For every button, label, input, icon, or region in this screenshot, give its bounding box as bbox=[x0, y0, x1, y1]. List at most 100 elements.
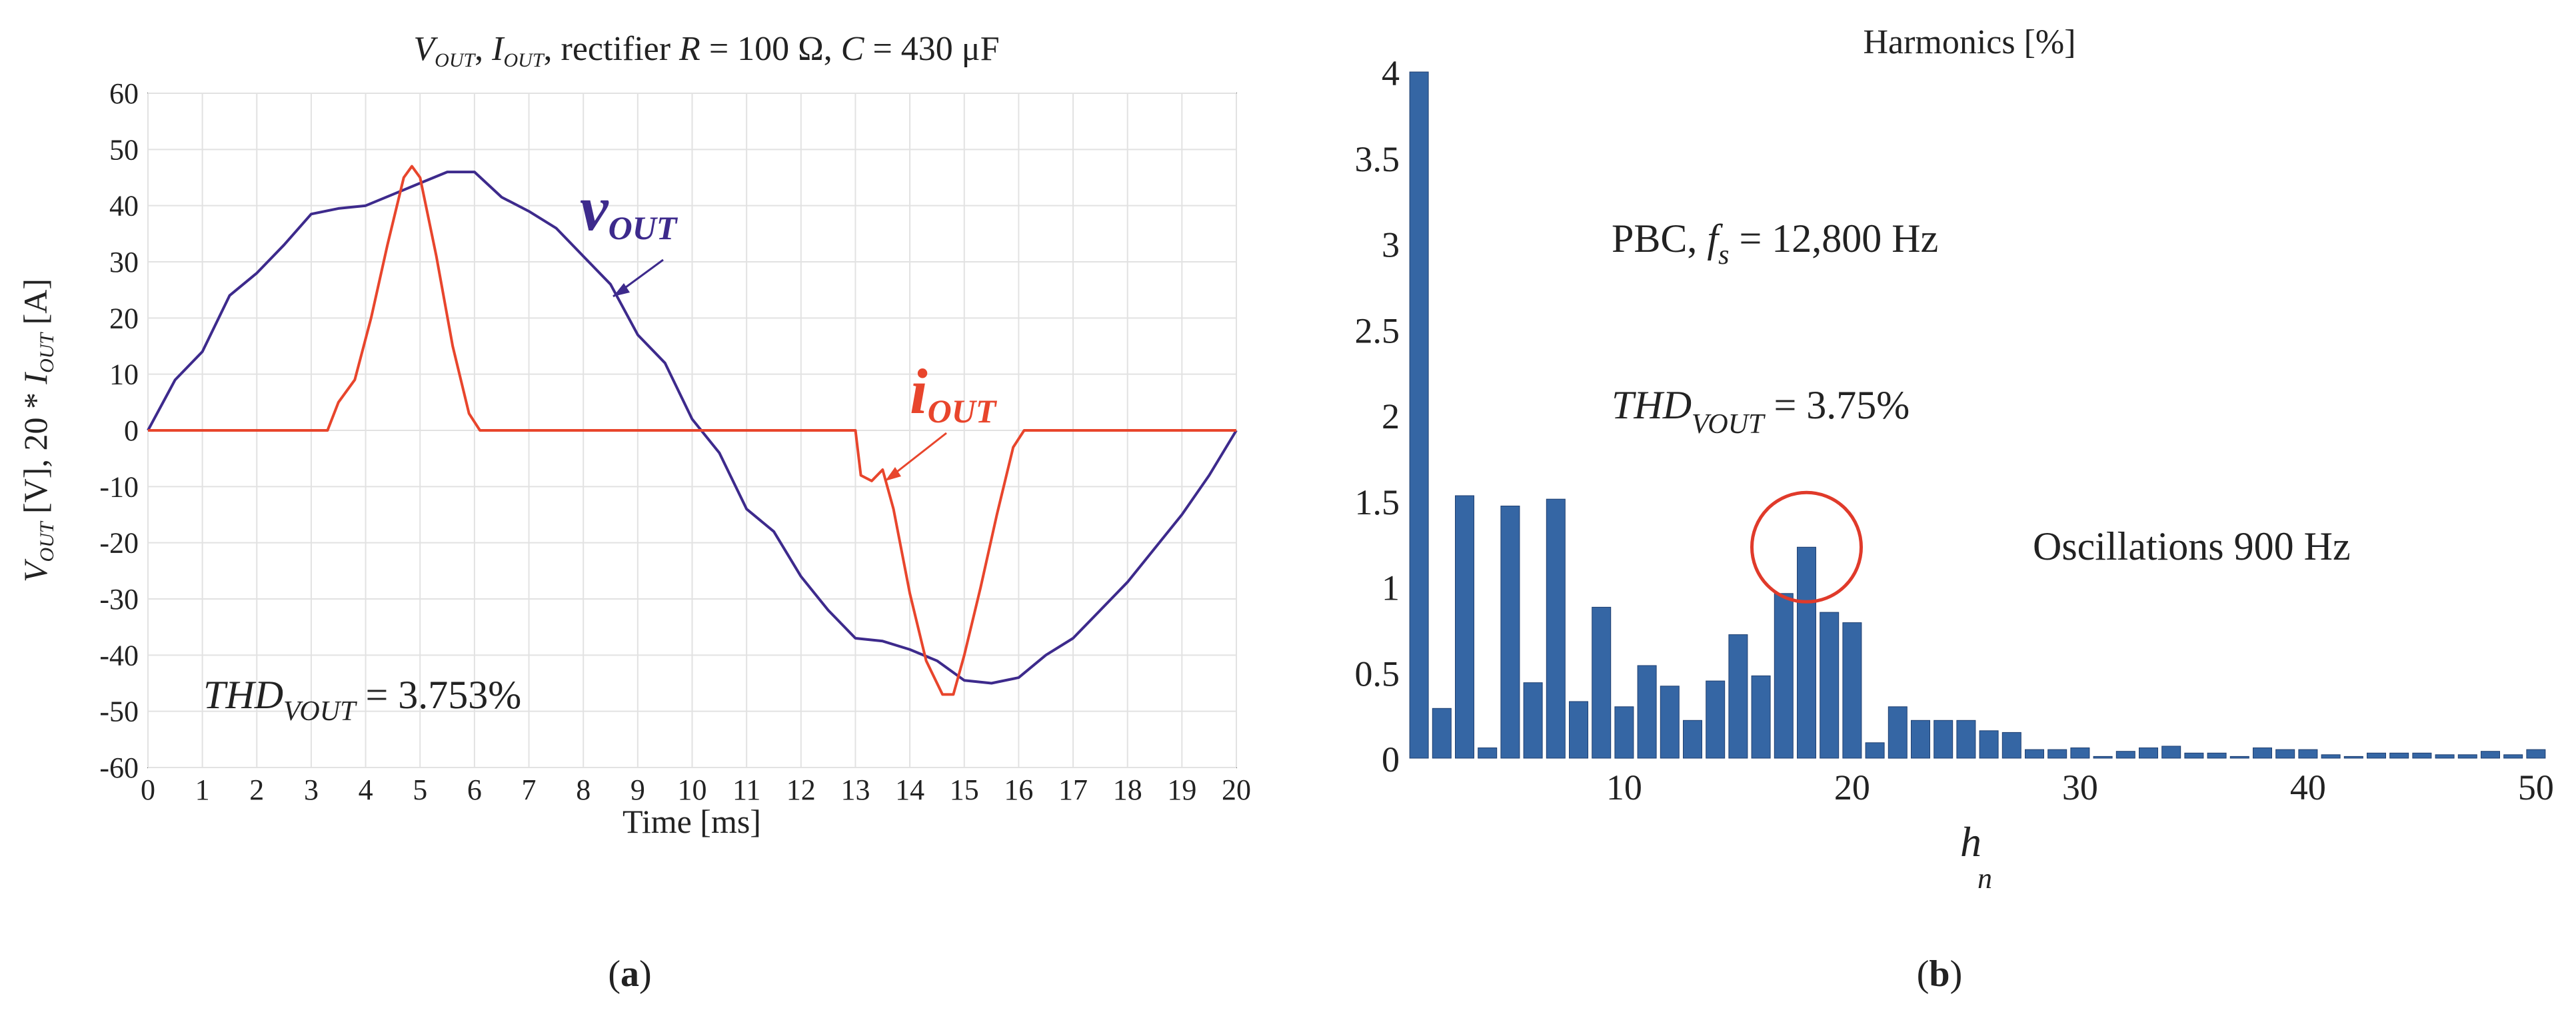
harmonic-bar bbox=[1523, 682, 1543, 759]
panel-label-a: (a) bbox=[608, 953, 651, 995]
chart-a-y-tick-label: 0 bbox=[124, 414, 139, 447]
oscillations-annotation: Oscillations 900 Hz bbox=[2033, 524, 2351, 568]
harmonic-bar bbox=[1933, 720, 1953, 759]
harmonic-bar bbox=[1409, 71, 1429, 759]
chart-panel-a: VOUT, IOUT, rectifier R = 100 Ω, C = 430… bbox=[17, 30, 1251, 840]
chart-panel-b: Harmonics [%] 10 20 30 40 50 4 3.5 3 2.5 2 1.5 1 0.… bbox=[1355, 23, 2554, 895]
chart-a-y-tick-label: -60 bbox=[99, 752, 139, 784]
harmonic-bar bbox=[1820, 612, 1840, 759]
harmonic-bar bbox=[1774, 593, 1794, 759]
chart-a-title: VOUT, IOUT, rectifier R = 100 Ω, C = 430… bbox=[413, 30, 999, 71]
chart-a-x-tick-label: 5 bbox=[413, 773, 427, 806]
harmonic-bar bbox=[1956, 720, 1976, 759]
chart-a-x-tick-label: 16 bbox=[1004, 773, 1033, 806]
harmonic-bar bbox=[1569, 701, 1588, 759]
chart-a-x-tick-label: 18 bbox=[1113, 773, 1142, 806]
chart-b-y-tick-label: 0 bbox=[1382, 740, 1400, 779]
harmonic-bar bbox=[2161, 746, 2181, 759]
chart-a-y-ticks: 60 50 40 30 20 10 0 -10 -20 -30 -40 -50 -60 bbox=[99, 77, 139, 784]
harmonic-bar bbox=[1637, 665, 1657, 759]
chart-b-bars bbox=[1409, 71, 2546, 759]
chart-a-x-tick-label: 6 bbox=[467, 773, 482, 806]
chart-b-x-tick-label: 30 bbox=[2062, 767, 2098, 807]
chart-b-plot-area bbox=[1408, 72, 2547, 758]
v-out-arrowhead bbox=[613, 283, 630, 296]
harmonic-bar bbox=[2412, 752, 2432, 759]
v-out-series-label: vOUT bbox=[580, 173, 678, 247]
chart-a-y-tick-label: -30 bbox=[99, 583, 139, 616]
harmonic-bar bbox=[1842, 622, 1862, 759]
harmonic-bar bbox=[2070, 748, 2090, 759]
harmonic-bar bbox=[2457, 754, 2477, 759]
chart-a-x-ticks: 0 1 2 3 4 5 6 7 8 9 10 11 12 13 14 15 16 17 18 19 20 bbox=[141, 773, 1251, 806]
harmonic-bar bbox=[2367, 752, 2386, 759]
chart-b-y-tick-label: 3.5 bbox=[1355, 139, 1400, 179]
harmonic-bar bbox=[2115, 751, 2135, 759]
chart-b-thd-annotation: THDVOUT = 3.75% bbox=[1612, 383, 1910, 440]
chart-a-x-tick-label: 1 bbox=[195, 773, 210, 806]
harmonic-bar bbox=[2184, 752, 2204, 759]
chart-a-x-tick-label: 15 bbox=[950, 773, 979, 806]
chart-a-x-tick-label: 19 bbox=[1167, 773, 1196, 806]
harmonic-bar bbox=[2093, 756, 2113, 759]
chart-a-y-tick-label: 40 bbox=[109, 190, 139, 223]
i-out-series-label: iOUT bbox=[910, 356, 998, 430]
chart-a-x-tick-label: 10 bbox=[678, 773, 707, 806]
chart-a-x-tick-label: 3 bbox=[304, 773, 319, 806]
harmonic-bar bbox=[2001, 732, 2021, 759]
harmonic-bar bbox=[2481, 751, 2500, 759]
chart-b-y-tick-label: 4 bbox=[1382, 53, 1400, 93]
chart-b-title: Harmonics [%] bbox=[1863, 23, 2075, 61]
i-out-arrowhead bbox=[885, 467, 901, 481]
chart-a-x-tick-label: 8 bbox=[576, 773, 591, 806]
chart-b-y-tick-label: 2.5 bbox=[1355, 310, 1400, 350]
chart-a-y-tick-label: -40 bbox=[99, 639, 139, 672]
chart-a-x-tick-label: 12 bbox=[786, 773, 816, 806]
chart-a-y-tick-label: 20 bbox=[109, 302, 139, 334]
chart-a-y-tick-label: -10 bbox=[99, 470, 139, 503]
chart-a-y-tick-label: 60 bbox=[109, 77, 139, 110]
chart-a-y-tick-label: 10 bbox=[109, 358, 139, 391]
chart-a-y-axis-label: VOUT [V], 20 * IOUT [A] bbox=[17, 278, 58, 582]
chart-a-y-tick-label: 50 bbox=[109, 133, 139, 166]
chart-b-x-tick-label: 10 bbox=[1606, 767, 1642, 807]
harmonic-bar bbox=[1865, 742, 1885, 759]
chart-b-y-tick-label: 2 bbox=[1382, 396, 1400, 436]
oscillations-highlight-circle bbox=[1750, 490, 1863, 604]
chart-a-thd-annotation: THDVOUT = 3.753% bbox=[203, 673, 521, 727]
harmonic-bar bbox=[2047, 749, 2067, 759]
chart-a-x-tick-label: 4 bbox=[359, 773, 373, 806]
chart-a-x-tick-label: 11 bbox=[732, 773, 760, 806]
chart-a-y-tick-label: -50 bbox=[99, 696, 139, 728]
harmonic-bar bbox=[2229, 756, 2249, 759]
harmonic-bar bbox=[1455, 495, 1474, 759]
harmonic-bar bbox=[2298, 749, 2318, 759]
chart-a-x-tick-label: 20 bbox=[1222, 773, 1251, 806]
chart-b-y-tick-label: 0.5 bbox=[1355, 654, 1400, 694]
harmonic-bar bbox=[1888, 706, 1908, 759]
harmonic-bar bbox=[2435, 754, 2455, 759]
harmonic-bar bbox=[2207, 752, 2227, 759]
harmonic-bar bbox=[2389, 752, 2409, 759]
harmonic-bar bbox=[2321, 754, 2341, 759]
series-line-v-out bbox=[147, 171, 1238, 685]
chart-a-series bbox=[147, 165, 1238, 696]
chart-a-x-tick-label: 9 bbox=[631, 773, 645, 806]
chart-a-x-tick-label: 2 bbox=[249, 773, 264, 806]
harmonic-bar bbox=[2025, 749, 2044, 759]
harmonic-bar bbox=[1706, 680, 1726, 759]
chart-b-x-ticks: 10 20 30 40 50 bbox=[1606, 767, 2554, 807]
chart-a-y-tick-label: -20 bbox=[99, 527, 139, 560]
chart-b-y-ticks: 4 3.5 3 2.5 2 1.5 1 0.5 0 bbox=[1355, 53, 1400, 779]
harmonic-bar bbox=[1797, 546, 1816, 759]
harmonic-bar bbox=[1546, 498, 1566, 759]
series-line-i-out bbox=[148, 165, 1236, 696]
harmonic-bar bbox=[2343, 756, 2363, 759]
harmonic-bar bbox=[1911, 720, 1930, 759]
harmonic-bar bbox=[2253, 748, 2272, 759]
chart-b-y-tick-label: 1.5 bbox=[1355, 482, 1400, 522]
chart-b-x-tick-label: 50 bbox=[2518, 767, 2554, 807]
harmonic-bar bbox=[2526, 749, 2546, 759]
